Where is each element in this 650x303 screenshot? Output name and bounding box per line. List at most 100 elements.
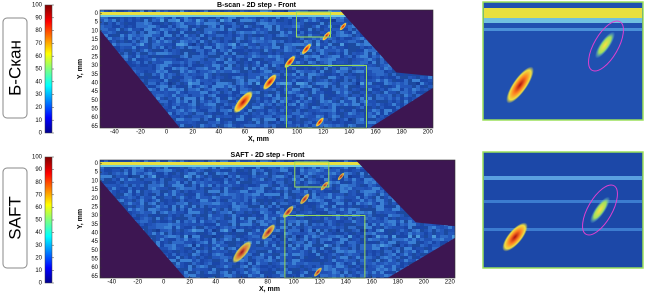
scan-cell (184, 127, 188, 128)
scan-cell (184, 187, 188, 190)
scan-cell (380, 100, 384, 103)
scan-cell (184, 67, 188, 70)
scan-cell (196, 82, 200, 85)
scan-cell (348, 118, 352, 121)
scan-cell (380, 190, 384, 193)
scan-cell (248, 10, 252, 13)
scan-cell (168, 178, 172, 181)
scan-cell (148, 16, 152, 19)
scan-cell (180, 52, 184, 55)
scan-cell (304, 37, 308, 40)
scan-cell (276, 187, 280, 190)
scan-cell (168, 31, 172, 34)
scan-cell (216, 16, 220, 19)
scan-cell (280, 166, 284, 169)
scan-cell (384, 103, 388, 106)
scan-cell (264, 19, 268, 22)
scan-cell (420, 85, 424, 88)
scan-cell (212, 199, 216, 202)
y-tick-label: 10 (91, 28, 98, 34)
scan-cell (164, 40, 168, 43)
scan-cell (364, 202, 368, 205)
scan-cell (192, 61, 196, 64)
scan-cell (224, 205, 228, 208)
scan-cell (308, 175, 312, 178)
scan-cell (204, 109, 208, 112)
scan-cell (200, 52, 204, 55)
scan-cell (180, 19, 184, 22)
scan-cell (160, 73, 164, 76)
scan-cell (216, 205, 220, 208)
scan-cell (156, 205, 160, 208)
scan-cell (272, 109, 276, 112)
scan-cell (256, 88, 260, 91)
scan-cell (224, 196, 228, 199)
scan-cell (116, 196, 120, 199)
scan-cell (260, 199, 264, 202)
scan-cell (372, 58, 376, 61)
scan-cell (180, 205, 184, 208)
scan-cell (164, 82, 168, 85)
scan-cell (312, 169, 316, 172)
scan-cell (360, 67, 364, 70)
scan-cell (344, 85, 348, 88)
scan-cell (276, 25, 280, 28)
scan-cell (168, 58, 172, 61)
scan-cell (160, 172, 164, 175)
scan-cell (164, 94, 168, 97)
scan-cell (264, 28, 268, 31)
scan-cell (252, 73, 256, 76)
scan-cell (232, 184, 236, 187)
scan-cell (284, 52, 288, 55)
scan-cell (372, 100, 376, 103)
scan-cell (260, 118, 264, 121)
scan-cell (348, 70, 352, 73)
surface-echo (100, 12, 433, 15)
scan-cell (300, 88, 304, 91)
scan-cell (308, 181, 312, 184)
scan-cell (268, 178, 272, 181)
scan-cell (392, 85, 396, 88)
scan-cell (256, 85, 260, 88)
scan-cell (252, 166, 256, 169)
scan-cell (312, 121, 316, 124)
scan-cell (212, 37, 216, 40)
scan-cell (168, 94, 172, 97)
x-tick-label: 100 (292, 130, 303, 136)
scan-cell (108, 25, 112, 28)
scan-cell (188, 121, 192, 124)
scan-cell (180, 94, 184, 97)
scan-cell (372, 88, 376, 91)
scan-cell (224, 169, 228, 172)
scan-cell (172, 58, 176, 61)
scan-cell (276, 94, 280, 97)
scan-cell (268, 115, 272, 118)
scan-cell (220, 175, 224, 178)
scan-cell (344, 190, 348, 193)
scan-cell (280, 202, 284, 205)
scan-cell (252, 190, 256, 193)
scan-cell (240, 28, 244, 31)
scan-cell (184, 16, 188, 19)
scan-cell (244, 118, 248, 121)
scan-cell (372, 121, 376, 124)
scan-cell (344, 118, 348, 121)
scan-cell (372, 70, 376, 73)
scan-cell (276, 85, 280, 88)
scan-cell (360, 115, 364, 118)
scan-cell (408, 73, 412, 76)
scan-cell (172, 193, 176, 196)
scan-cell (176, 25, 180, 28)
scan-cell (128, 58, 132, 61)
scan-cell (148, 178, 152, 181)
scan-cell (244, 205, 248, 208)
scan-cell (144, 61, 148, 64)
scan-cell (232, 10, 236, 13)
scan-cell (264, 79, 268, 82)
scan-cell (172, 202, 176, 205)
scan-cell (184, 88, 188, 91)
scan-cell (156, 184, 160, 187)
scan-cell (384, 115, 388, 118)
scan-cell (132, 70, 136, 73)
scan-cell (248, 121, 252, 124)
